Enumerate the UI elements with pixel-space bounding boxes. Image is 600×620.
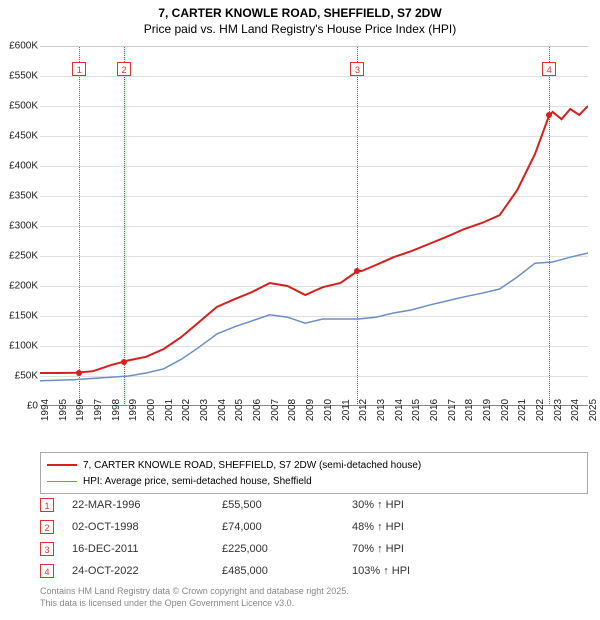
x-tick-label: 2005: [234, 399, 245, 421]
x-tick-label: 1999: [128, 399, 139, 421]
y-tick-label: £300K: [0, 221, 38, 232]
sale-price: £55,500: [222, 499, 352, 511]
x-tick-label: 2021: [517, 399, 528, 421]
x-tick-label: 2002: [181, 399, 192, 421]
x-tick-label: 2024: [570, 399, 581, 421]
x-tick-label: 2007: [270, 399, 281, 421]
legend-item: 7, CARTER KNOWLE ROAD, SHEFFIELD, S7 2DW…: [47, 457, 581, 473]
sale-hpi-delta: 103% ↑ HPI: [352, 565, 588, 577]
sale-hpi-delta: 48% ↑ HPI: [352, 521, 588, 533]
legend-swatch: [47, 464, 77, 466]
y-tick-label: £550K: [0, 71, 38, 82]
chart-title-block: 7, CARTER KNOWLE ROAD, SHEFFIELD, S7 2DW…: [0, 0, 600, 36]
y-tick-label: £450K: [0, 131, 38, 142]
sale-number-badge: 3: [40, 542, 54, 556]
x-tick-label: 2008: [287, 399, 298, 421]
chart-axes: [40, 46, 588, 406]
legend-item: HPI: Average price, semi-detached house,…: [47, 473, 581, 489]
sale-row: 4 24-OCT-2022£485,000103% ↑ HPI: [40, 562, 588, 580]
sales-table: 1 22-MAR-1996£55,50030% ↑ HPI 2 02-OCT-1998…: [40, 496, 588, 584]
sale-date: 24-OCT-2022: [72, 565, 222, 577]
x-tick-label: 2010: [323, 399, 334, 421]
x-tick-label: 2018: [464, 399, 475, 421]
y-tick-label: £600K: [0, 41, 38, 52]
sale-hpi-delta: 30% ↑ HPI: [352, 499, 588, 511]
x-tick-label: 2012: [358, 399, 369, 421]
footer-line-2: This data is licensed under the Open Gov…: [40, 598, 588, 610]
x-tick-label: 1995: [58, 399, 69, 421]
x-tick-label: 2015: [411, 399, 422, 421]
title-line-1: 7, CARTER KNOWLE ROAD, SHEFFIELD, S7 2DW: [0, 6, 600, 20]
sale-number-badge: 1: [40, 498, 54, 512]
sale-row: 2 02-OCT-1998£74,00048% ↑ HPI: [40, 518, 588, 536]
x-tick-label: 2001: [164, 399, 175, 421]
x-tick-label: 2025: [588, 399, 599, 421]
sale-hpi-delta: 70% ↑ HPI: [352, 543, 588, 555]
sale-date: 22-MAR-1996: [72, 499, 222, 511]
y-tick-label: £500K: [0, 101, 38, 112]
x-tick-label: 2003: [199, 399, 210, 421]
sale-price: £485,000: [222, 565, 352, 577]
y-tick-label: £350K: [0, 191, 38, 202]
y-tick-label: £150K: [0, 311, 38, 322]
footer-attribution: Contains HM Land Registry data © Crown c…: [40, 586, 588, 609]
x-tick-label: 2017: [447, 399, 458, 421]
sale-date: 16-DEC-2011: [72, 543, 222, 555]
x-tick-label: 2006: [252, 399, 263, 421]
y-tick-label: £200K: [0, 281, 38, 292]
legend-label: HPI: Average price, semi-detached house,…: [83, 476, 312, 487]
y-tick-label: £250K: [0, 251, 38, 262]
legend-label: 7, CARTER KNOWLE ROAD, SHEFFIELD, S7 2DW…: [83, 460, 421, 471]
footer-line-1: Contains HM Land Registry data © Crown c…: [40, 586, 588, 598]
y-tick-label: £50K: [0, 371, 38, 382]
y-tick-label: £0: [0, 401, 38, 412]
x-tick-label: 2004: [217, 399, 228, 421]
x-tick-label: 2016: [429, 399, 440, 421]
x-tick-label: 2022: [535, 399, 546, 421]
x-tick-label: 2020: [500, 399, 511, 421]
legend-swatch: [47, 481, 77, 482]
x-tick-label: 2014: [394, 399, 405, 421]
sale-number-badge: 4: [40, 564, 54, 578]
x-tick-label: 2000: [146, 399, 157, 421]
sale-date: 02-OCT-1998: [72, 521, 222, 533]
x-tick-label: 1996: [75, 399, 86, 421]
y-tick-label: £400K: [0, 161, 38, 172]
sale-number-badge: 2: [40, 520, 54, 534]
title-line-2: Price paid vs. HM Land Registry's House …: [0, 22, 600, 36]
sale-price: £225,000: [222, 543, 352, 555]
x-tick-label: 1997: [93, 399, 104, 421]
x-tick-label: 2019: [482, 399, 493, 421]
y-tick-label: £100K: [0, 341, 38, 352]
legend: 7, CARTER KNOWLE ROAD, SHEFFIELD, S7 2DW…: [40, 452, 588, 494]
x-tick-label: 1998: [111, 399, 122, 421]
sale-row: 1 22-MAR-1996£55,50030% ↑ HPI: [40, 496, 588, 514]
x-tick-label: 1994: [40, 399, 51, 421]
x-tick-label: 2023: [553, 399, 564, 421]
x-tick-label: 2009: [305, 399, 316, 421]
x-tick-label: 2013: [376, 399, 387, 421]
sale-row: 3 16-DEC-2011£225,00070% ↑ HPI: [40, 540, 588, 558]
x-tick-label: 2011: [341, 399, 352, 421]
sale-price: £74,000: [222, 521, 352, 533]
